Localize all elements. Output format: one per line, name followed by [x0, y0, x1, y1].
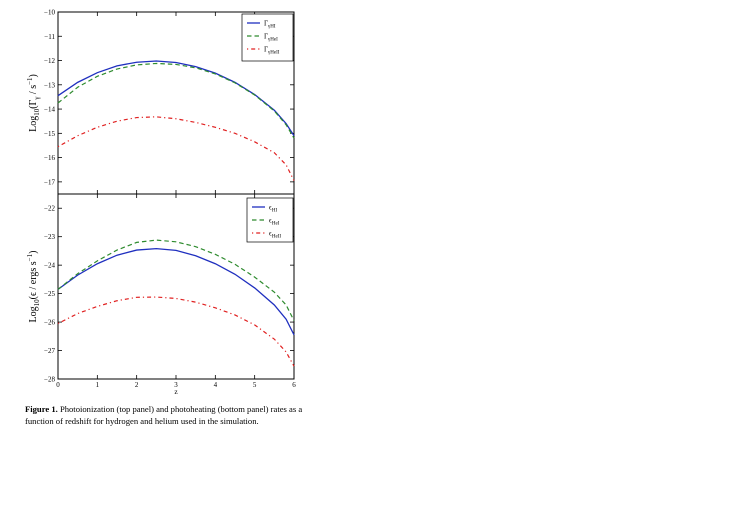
legend-entry-γHeI: ΓγHeI: [264, 33, 278, 43]
legend-entry-γHI: ΓγHI: [264, 20, 276, 30]
x-axis-label: z: [174, 387, 178, 396]
legend: ϵHI ϵHeI ϵHeII: [246, 197, 294, 243]
y-tick-label: −24: [44, 262, 55, 270]
x-tick-label: 2: [135, 381, 139, 389]
series-line-HeII: [57, 296, 295, 367]
figure-canvas: −10 −11 −12 −13 −14 −15 −16 −17 Log10(Γγ / s−1) Γ…: [26, 9, 296, 397]
y-tick-label: −12: [44, 57, 55, 65]
y-tick-label: −14: [44, 106, 55, 114]
y-tick-label: −13: [44, 81, 55, 89]
y-tick-label: −11: [44, 33, 55, 41]
x-tick-label: 5: [253, 381, 257, 389]
x-tick-label: 4: [214, 381, 218, 389]
legend-entry-HeI: ϵHeI: [269, 217, 280, 227]
series-line-γHeI: [57, 62, 295, 139]
y-tick-label: −15: [44, 130, 55, 138]
legend-entry-HeII: ϵHeII: [269, 230, 281, 240]
y-tick-label: −16: [44, 154, 55, 162]
caption-text: Photoionization (top panel) and photohea…: [25, 404, 303, 426]
x-tick-label: 3: [174, 381, 178, 389]
y-tick-label: −27: [44, 347, 55, 355]
y-tick-label: −23: [44, 233, 55, 241]
legend-box: [241, 13, 294, 62]
y-tick-label: −25: [44, 290, 55, 298]
series-line-γHeII: [57, 116, 295, 181]
bottom-panel: −22 −23 −24 −25 −26 −27 −280 1 2 3 4 5 6 z Log10(ϵ / e…: [26, 193, 296, 396]
x-tick-label: 6: [292, 381, 296, 389]
x-tick-label: 0: [56, 381, 60, 389]
y-tick-label: −10: [44, 9, 55, 17]
legend-entry-γHeII: ΓγHeII: [264, 46, 280, 56]
y-axis-label: Log10(Γγ / s−1): [26, 74, 41, 132]
x-tick-label: 1: [96, 381, 100, 389]
y-axis-label: Log10(ϵ / ergs s−1): [26, 251, 41, 323]
y-tick-label: −26: [44, 319, 55, 327]
legend: ΓγHI ΓγHeI ΓγHeII: [241, 13, 294, 62]
y-tick-label: −22: [44, 205, 55, 213]
series-line-HI: [57, 247, 295, 336]
top-panel: −10 −11 −12 −13 −14 −15 −16 −17 Log10(Γγ / s−1) Γ…: [26, 9, 295, 195]
y-tick-label: −28: [44, 376, 55, 384]
series-line-HeI: [57, 239, 295, 321]
figure-caption: Figure 1. Photoionization (top panel) an…: [25, 404, 325, 427]
legend-entry-HI: ϵHI: [269, 204, 277, 214]
caption-label: Figure 1.: [25, 404, 58, 414]
y-tick-label: −17: [44, 178, 55, 186]
